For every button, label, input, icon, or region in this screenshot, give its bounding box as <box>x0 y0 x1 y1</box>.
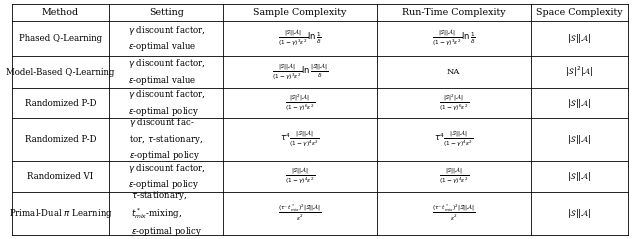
Text: Method: Method <box>42 8 79 17</box>
Text: $\tau^4\frac{|\mathcal{S}||\mathcal{A}|}{(1-\gamma)^4\epsilon^2}$: $\tau^4\frac{|\mathcal{S}||\mathcal{A}|}… <box>280 130 320 149</box>
Text: Space Complexity: Space Complexity <box>536 8 623 17</box>
Text: $\frac{|\mathcal{S}|^2|\mathcal{A}|}{(1-\gamma)^6\epsilon^2}$: $\frac{|\mathcal{S}|^2|\mathcal{A}|}{(1-… <box>285 93 315 113</box>
Text: Setting: Setting <box>149 8 184 17</box>
Text: $\tau$-stationary,
$t^*_{mix}$-mixing,
$\epsilon$-optimal policy: $\tau$-stationary, $t^*_{mix}$-mixing, $… <box>131 189 202 238</box>
Text: Randomized VI: Randomized VI <box>28 172 93 181</box>
Text: $\gamma$ discount factor,
$\epsilon$-optimal policy: $\gamma$ discount factor, $\epsilon$-opt… <box>127 162 205 191</box>
Text: $\gamma$ discount factor,
$\epsilon$-optimal policy: $\gamma$ discount factor, $\epsilon$-opt… <box>127 88 205 118</box>
Text: Phased Q-Learning: Phased Q-Learning <box>19 34 102 43</box>
Text: $\frac{(\tau\cdot t^*_{mix})^2|\mathcal{S}||\mathcal{A}|}{\epsilon^2}$: $\frac{(\tau\cdot t^*_{mix})^2|\mathcal{… <box>278 203 322 223</box>
Text: $\frac{|\mathcal{S}||\mathcal{A}|}{(1-\gamma)^3\epsilon^2}\ln\frac{1}{\delta}$: $\frac{|\mathcal{S}||\mathcal{A}|}{(1-\g… <box>278 29 322 48</box>
Text: $\frac{|\mathcal{S}||\mathcal{A}|}{(1-\gamma)^3\epsilon^2}\ln\frac{1}{\delta}$: $\frac{|\mathcal{S}||\mathcal{A}|}{(1-\g… <box>432 29 476 48</box>
Text: $\gamma$ discount fac-
tor, $\tau$-stationary,
$\epsilon$-optimal policy: $\gamma$ discount fac- tor, $\tau$-stati… <box>129 116 204 163</box>
Text: $\tau^4\frac{|\mathcal{S}||\mathcal{A}|}{(1-\gamma)^4\epsilon^2}$: $\tau^4\frac{|\mathcal{S}||\mathcal{A}|}… <box>434 130 474 149</box>
Text: $\gamma$ discount factor,
$\epsilon$-optimal value: $\gamma$ discount factor, $\epsilon$-opt… <box>127 57 205 87</box>
Text: $|\mathcal{S}||\mathcal{A}|$: $|\mathcal{S}||\mathcal{A}|$ <box>567 133 592 146</box>
Text: Randomized P-D: Randomized P-D <box>25 135 96 144</box>
Text: $\gamma$ discount factor,
$\epsilon$-optimal value: $\gamma$ discount factor, $\epsilon$-opt… <box>127 24 205 53</box>
Text: $\frac{|\mathcal{S}||\mathcal{A}|}{(1-\gamma)^4\epsilon^2}$: $\frac{|\mathcal{S}||\mathcal{A}|}{(1-\g… <box>438 167 468 186</box>
Text: $|\mathcal{S}||\mathcal{A}|$: $|\mathcal{S}||\mathcal{A}|$ <box>567 207 592 220</box>
Text: $|\mathcal{S}||\mathcal{A}|$: $|\mathcal{S}||\mathcal{A}|$ <box>567 170 592 183</box>
Text: $\frac{|\mathcal{S}||\mathcal{A}|}{(1-\gamma)^3\epsilon^2}\ln\frac{|\mathcal{S}|: $\frac{|\mathcal{S}||\mathcal{A}|}{(1-\g… <box>272 62 328 82</box>
Text: $|\mathcal{S}||\mathcal{A}|$: $|\mathcal{S}||\mathcal{A}|$ <box>567 32 592 45</box>
Text: Model-Based Q-Learning: Model-Based Q-Learning <box>6 68 115 77</box>
Text: NA: NA <box>447 68 460 76</box>
Text: Randomized P-D: Randomized P-D <box>25 98 96 108</box>
Text: Sample Complexity: Sample Complexity <box>253 8 347 17</box>
Text: $|\mathcal{S}|^2|\mathcal{A}|$: $|\mathcal{S}|^2|\mathcal{A}|$ <box>565 65 594 79</box>
Text: Run-Time Complexity: Run-Time Complexity <box>402 8 506 17</box>
Text: Primal-Dual $\pi$ Learning: Primal-Dual $\pi$ Learning <box>8 207 113 220</box>
Text: $\frac{(\tau\cdot t^*_{mix})^2|\mathcal{S}||\mathcal{A}|}{\epsilon^2}$: $\frac{(\tau\cdot t^*_{mix})^2|\mathcal{… <box>432 203 476 223</box>
Text: $\frac{|\mathcal{S}||\mathcal{A}|}{(1-\gamma)^4\epsilon^2}$: $\frac{|\mathcal{S}||\mathcal{A}|}{(1-\g… <box>285 167 315 186</box>
Text: $\frac{|\mathcal{S}|^2|\mathcal{A}|}{(1-\gamma)^6\epsilon^2}$: $\frac{|\mathcal{S}|^2|\mathcal{A}|}{(1-… <box>438 93 468 113</box>
Text: $|\mathcal{S}||\mathcal{A}|$: $|\mathcal{S}||\mathcal{A}|$ <box>567 97 592 109</box>
